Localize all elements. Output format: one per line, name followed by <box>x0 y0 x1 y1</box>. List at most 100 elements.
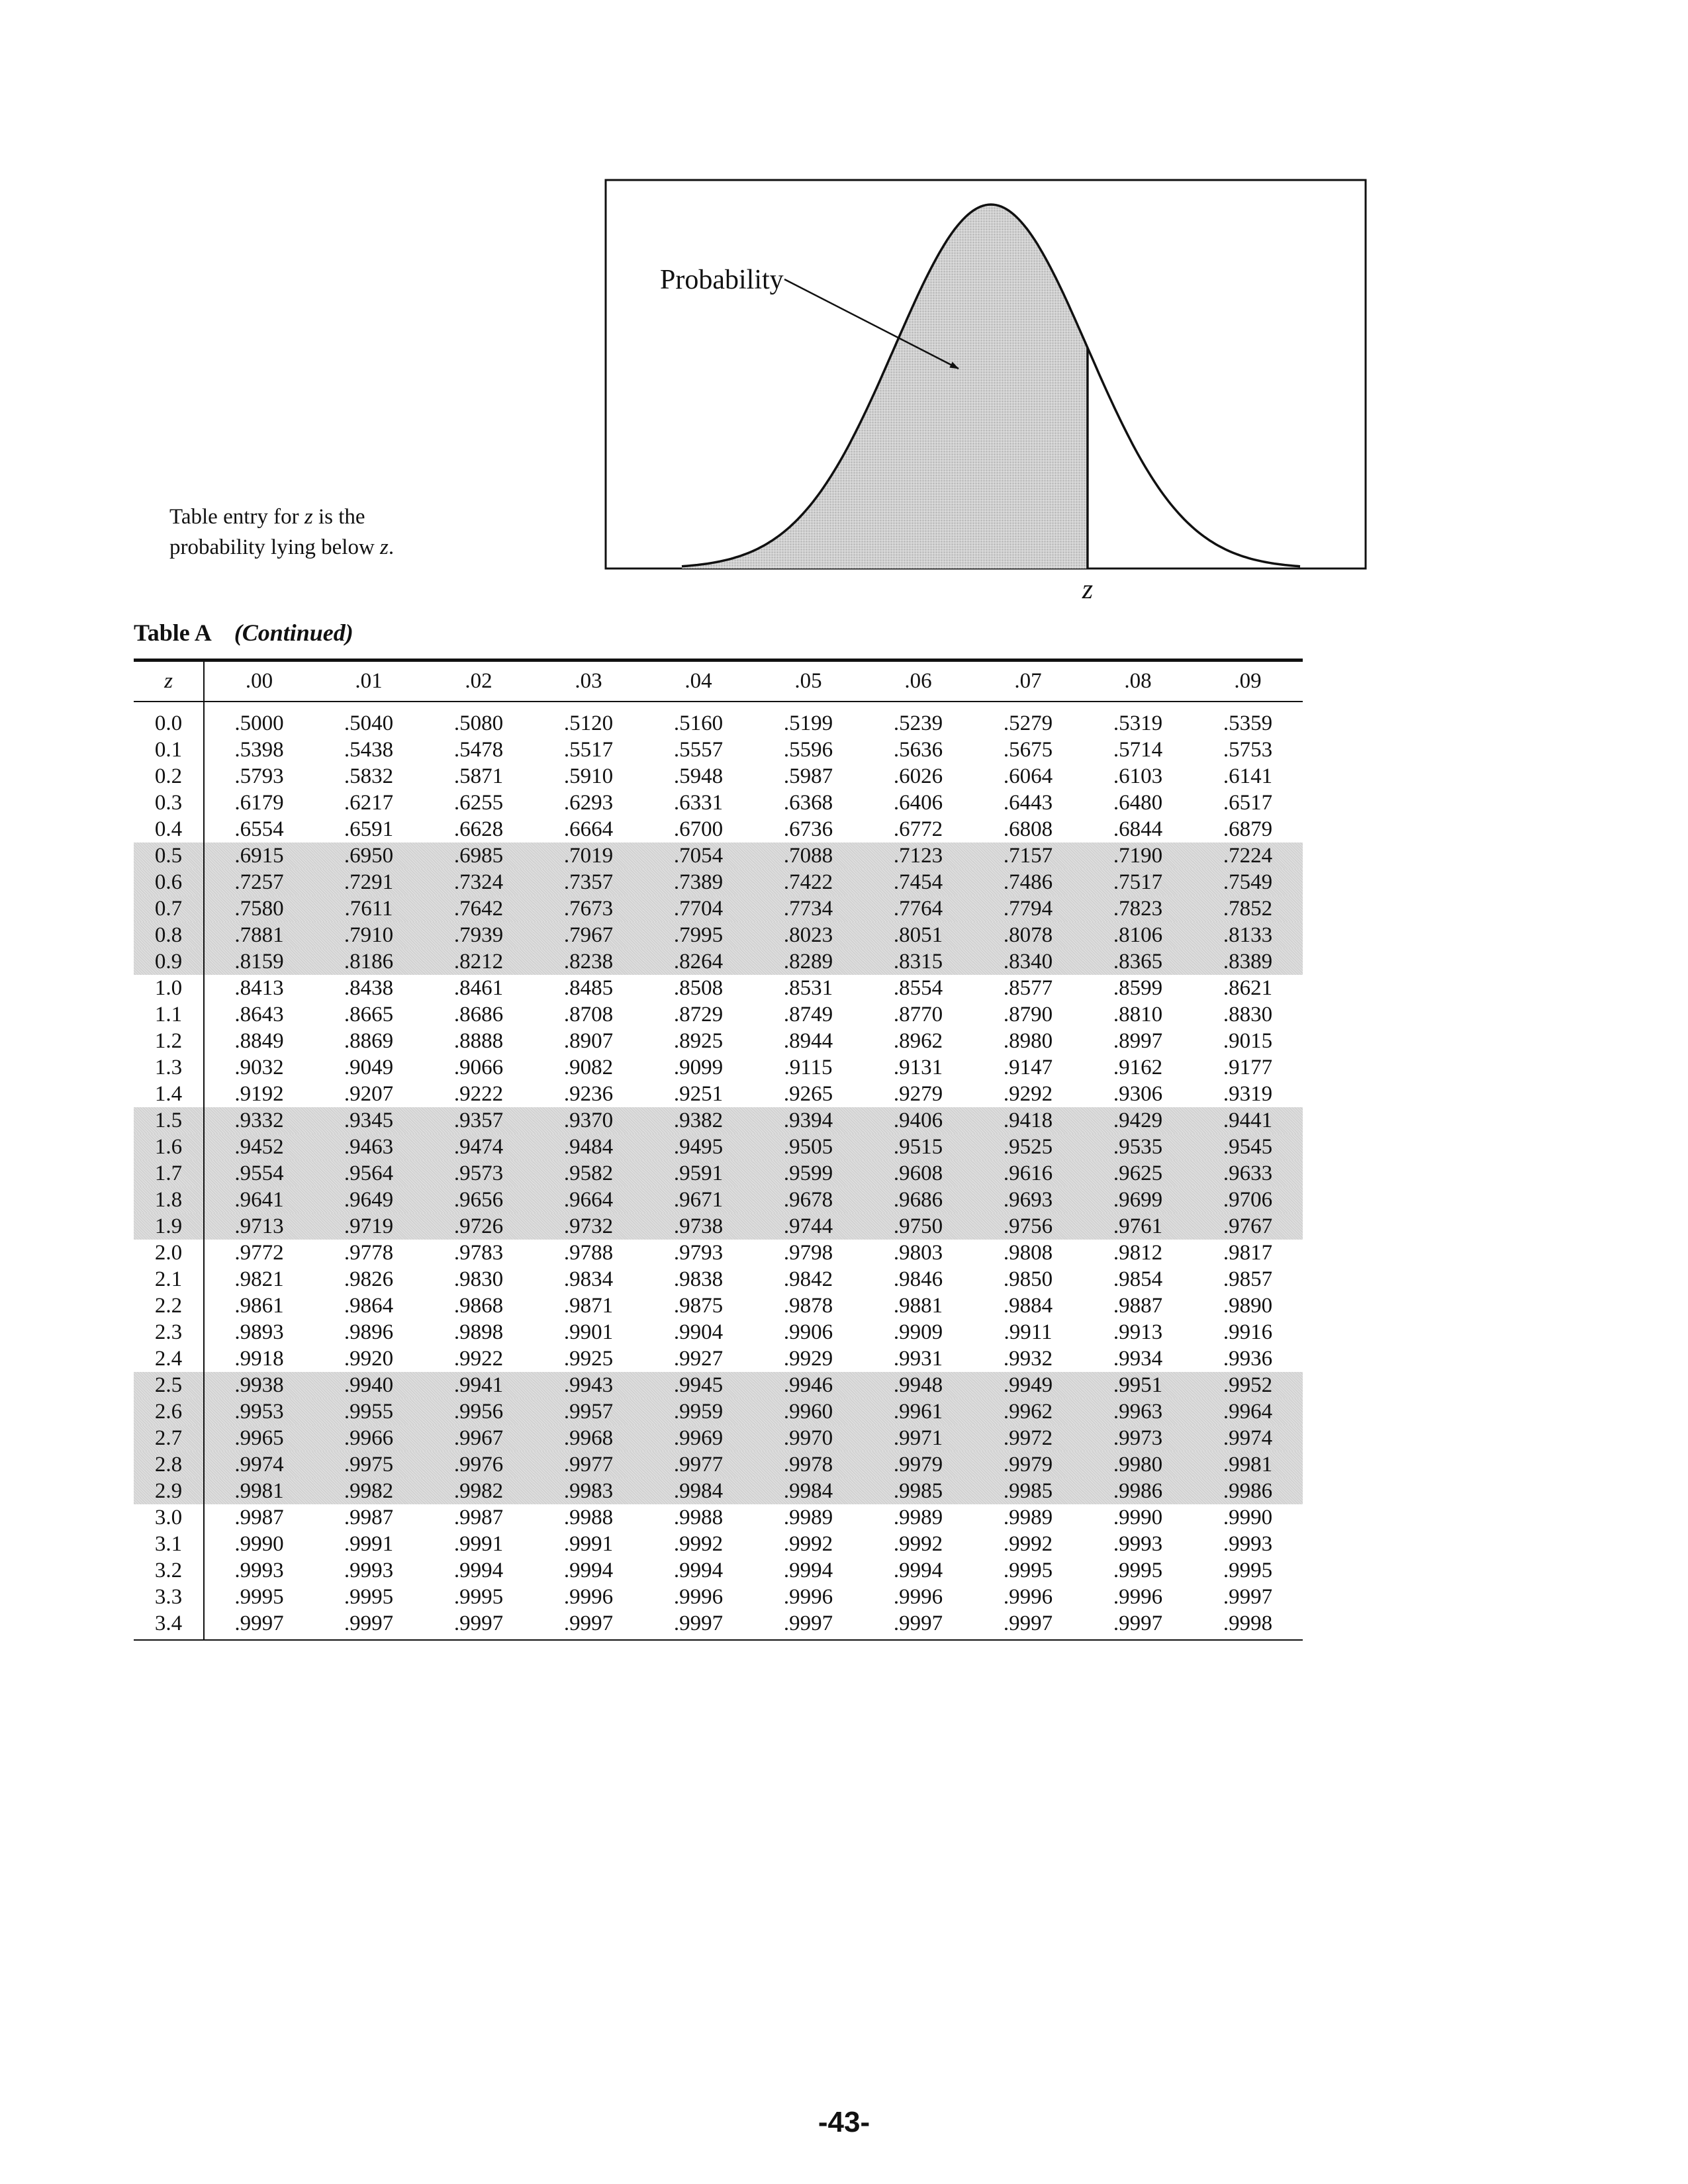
table-row: 1.1 .8643 .8665 .8686 .8708 .8729 .8749 .8770 .8… <box>134 1001 1303 1028</box>
probability-cell: .8212 <box>424 948 534 975</box>
probability-cell: .6331 <box>673 790 724 815</box>
probability-cell: .9803 <box>893 1240 943 1265</box>
probability-cell: .9904 <box>673 1320 724 1344</box>
probability-cell: .9871 <box>563 1293 614 1318</box>
probability-cell: .9418 <box>973 1107 1083 1134</box>
probability-cell: .9808 <box>1003 1240 1053 1265</box>
probability-cell: .5000 <box>234 711 284 735</box>
probability-cell: .9997 <box>204 1610 314 1641</box>
table-row: 0.1 .5398 .5438 .5478 .5517 .5557 .5596 .5636 .5… <box>134 736 1303 763</box>
probability-cell: .9940 <box>314 1371 424 1398</box>
column-header: .02 <box>424 659 534 702</box>
table-row: 1.5.9332.9345.9357.9370.9382.9394.9406.9… <box>134 1107 1303 1134</box>
caption-text: Table entry for <box>169 505 305 529</box>
table-row: 1.9.9713.9719.9726.9732.9738.9744.9750.9… <box>134 1212 1303 1240</box>
probability-cell: .9251 <box>673 1081 724 1106</box>
probability-cell: .9975 <box>314 1451 424 1478</box>
probability-cell: .7967 <box>534 921 643 948</box>
probability-cell: .8849 <box>234 1028 284 1053</box>
probability-cell: .9664 <box>534 1186 643 1213</box>
probability-cell: .9846 <box>893 1267 943 1291</box>
probability-cell: .9974 <box>1193 1424 1303 1451</box>
probability-cell: .8531 <box>783 976 833 1000</box>
probability-cell: .9890 <box>1223 1293 1273 1318</box>
probability-cell: .9995 <box>1113 1558 1163 1582</box>
table-row: 0.7.7580.7611.7642.7673.7704.7734.7764.7… <box>134 895 1303 922</box>
probability-cell: .9996 <box>1113 1584 1163 1609</box>
table-row: 0.0 .5000 .5040 .5080 .5120 .5160 .5199 .5239 .5… <box>134 701 1303 737</box>
probability-cell: .5199 <box>783 711 833 735</box>
probability-cell: .9699 <box>1083 1186 1193 1213</box>
z-value-cell: 3.4 <box>134 1610 205 1641</box>
probability-cell: .9916 <box>1223 1320 1273 1344</box>
probability-cell: .8980 <box>1003 1028 1053 1053</box>
probability-cell: .9938 <box>204 1371 314 1398</box>
probability-cell: .9960 <box>753 1398 863 1425</box>
probability-cell: .9990 <box>1113 1505 1163 1529</box>
probability-cell: .9981 <box>204 1477 314 1504</box>
probability-cell: .9996 <box>893 1584 943 1609</box>
probability-cell: .9834 <box>563 1267 614 1291</box>
probability-cell: .8749 <box>783 1002 833 1026</box>
z-marker-label: z <box>1082 574 1093 605</box>
probability-cell: .6517 <box>1223 790 1273 815</box>
z-probability-table: z .00.01.02.03.04.05.06.07.08.09 0.0 .500… <box>134 659 1303 1641</box>
probability-cell: .9991 <box>344 1531 394 1556</box>
probability-cell: .9484 <box>534 1133 643 1160</box>
z-value-cell: 2.3 <box>134 1318 205 1345</box>
probability-cell: .5910 <box>563 764 614 788</box>
probability-cell: .9633 <box>1193 1160 1303 1187</box>
probability-cell: .9946 <box>753 1371 863 1398</box>
normal-curve-figure: Probability z <box>604 179 1367 605</box>
probability-cell: .7088 <box>753 842 863 869</box>
probability-cell: .9972 <box>973 1424 1083 1451</box>
probability-cell: .9994 <box>783 1558 833 1582</box>
column-header: .01 <box>314 659 424 702</box>
probability-cell: .9922 <box>453 1346 504 1371</box>
probability-arrow <box>784 278 959 370</box>
z-value-cell: 0.2 <box>134 762 205 790</box>
z-value-cell: 1.1 <box>134 1001 205 1028</box>
probability-cell: .7939 <box>424 921 534 948</box>
caption-text: probability lying below <box>169 535 381 559</box>
probability-cell: .9992 <box>1003 1531 1053 1556</box>
probability-cell: .9956 <box>424 1398 534 1425</box>
probability-cell: .5832 <box>344 764 394 788</box>
probability-cell: .9981 <box>1193 1451 1303 1478</box>
probability-cell: .7517 <box>1083 868 1193 895</box>
probability-cell: .8238 <box>534 948 643 975</box>
probability-cell: .9982 <box>424 1477 534 1504</box>
column-header: .05 <box>753 659 863 702</box>
probability-cell: .9505 <box>753 1133 863 1160</box>
probability-cell: .9961 <box>863 1398 973 1425</box>
z-value-cell: 1.5 <box>134 1107 205 1134</box>
probability-cell: .9992 <box>673 1531 724 1556</box>
probability-cell: .7224 <box>1193 842 1303 869</box>
probability-cell: .6628 <box>453 817 504 841</box>
probability-cell: .6879 <box>1223 817 1273 841</box>
probability-cell: .6255 <box>453 790 504 815</box>
probability-cell: .9973 <box>1083 1424 1193 1451</box>
probability-cell: .5871 <box>453 764 504 788</box>
column-header: .00 <box>204 659 314 702</box>
probability-cell: .6103 <box>1113 764 1163 788</box>
probability-cell: .6179 <box>234 790 284 815</box>
probability-cell: .6480 <box>1113 790 1163 815</box>
probability-cell: .8962 <box>893 1028 943 1053</box>
probability-cell: .7611 <box>314 895 424 922</box>
probability-cell: .7422 <box>753 868 863 895</box>
probability-cell: .9452 <box>204 1133 314 1160</box>
probability-cell: .8186 <box>314 948 424 975</box>
probability-cell: .9997 <box>643 1610 753 1641</box>
probability-cell: .9909 <box>893 1320 943 1344</box>
probability-cell: .9864 <box>344 1293 394 1318</box>
probability-cell: .9996 <box>673 1584 724 1609</box>
probability-cell: .9861 <box>234 1293 284 1318</box>
probability-cell: .6915 <box>204 842 314 869</box>
probability-cell: .9952 <box>1193 1371 1303 1398</box>
probability-cell: .9927 <box>673 1346 724 1371</box>
z-value-cell: 1.0 <box>134 974 205 1001</box>
probability-cell: .6772 <box>893 817 943 841</box>
probability-cell: .9971 <box>863 1424 973 1451</box>
probability-cell: .9996 <box>1003 1584 1053 1609</box>
